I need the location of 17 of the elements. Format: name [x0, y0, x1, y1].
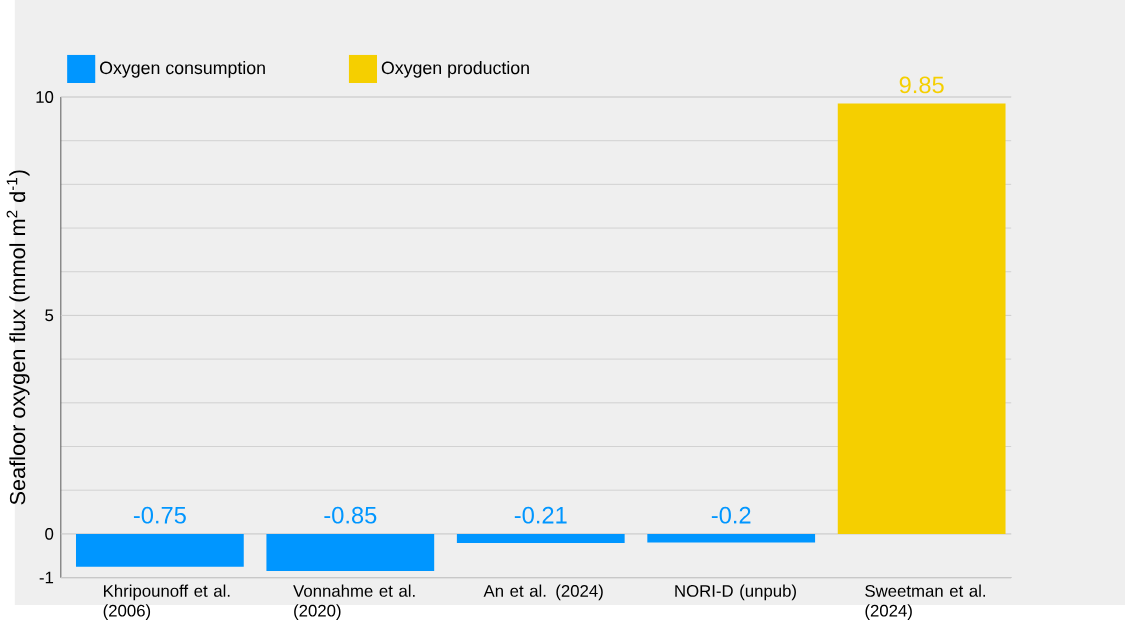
y-tick-label: 5 [45, 309, 54, 322]
legend-label: Oxygen consumption [100, 60, 265, 78]
x-tick-label: An et al. (2024) [483, 584, 603, 600]
x-tick-label: Sweetman et al. (2024) [865, 584, 986, 620]
data-label: 9.85 [899, 76, 944, 94]
y-tick-label: -1 [39, 571, 54, 584]
y-axis-title: Seafloor oxygen flux (mmol m$^{2}$ d$^{-1}$) [6, 170, 30, 505]
y-tick-label: 10 [36, 90, 54, 103]
x-tick-label: Vonnahme et al. (2020) [293, 584, 415, 620]
x-tick-label: NORI-D (unpub) [675, 584, 796, 600]
data-label: -0.21 [514, 506, 567, 524]
data-label: -0.2 [711, 506, 751, 524]
x-tick-label: Khripounoff et al. (2006) [103, 584, 230, 620]
legend-label: Oxygen production [381, 60, 529, 78]
data-label: -0.75 [133, 506, 186, 524]
data-label: -0.85 [324, 506, 377, 524]
y-tick-label: 0 [45, 527, 54, 540]
